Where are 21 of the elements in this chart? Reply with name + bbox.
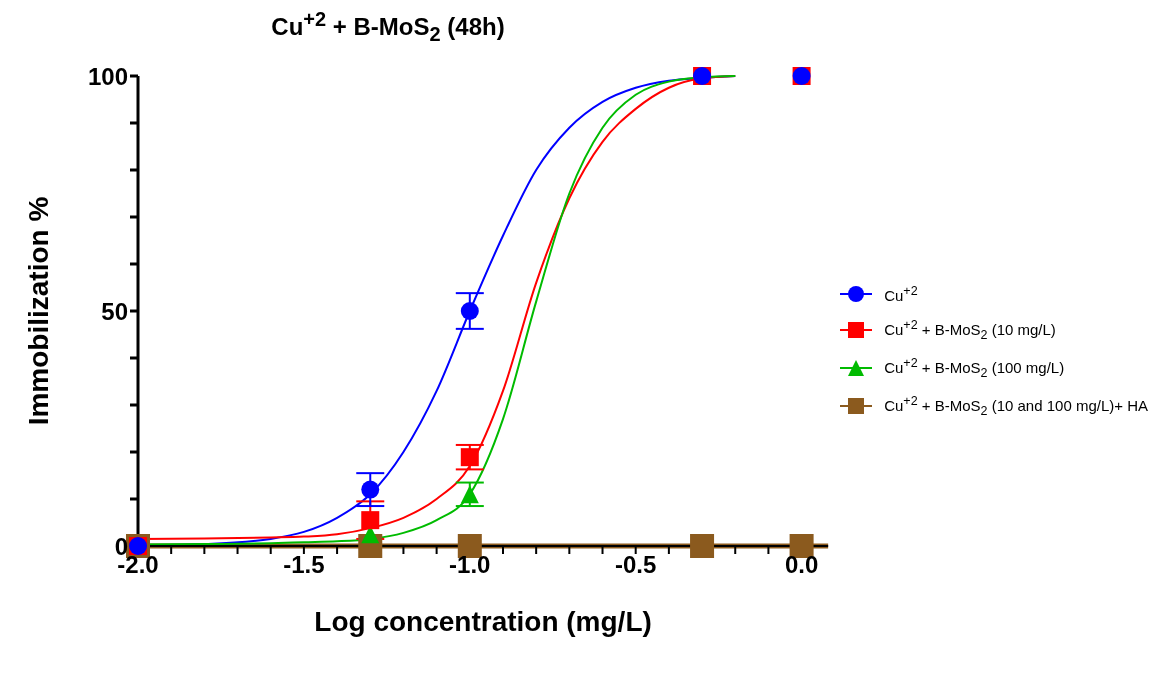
point bbox=[361, 480, 380, 499]
y-axis-title: Immobilization % bbox=[22, 196, 54, 426]
legend-label: Cu$^{+2}$ + B-MoS$_{2}$ (100 mg/L) bbox=[884, 355, 1065, 380]
point bbox=[460, 485, 479, 504]
legend-label: Cu$^{+2}$ bbox=[884, 283, 918, 304]
point bbox=[460, 301, 479, 320]
x-tick-label: 0.0 bbox=[784, 550, 819, 578]
x-tick-label: -1.0 bbox=[449, 550, 491, 578]
legend-label: Cu$^{+2}$ + B-MoS$_{2}$ (10 and 100 mg/L)+ HA bbox=[884, 393, 1148, 418]
point bbox=[789, 533, 814, 558]
x-tick-label: -0.5 bbox=[615, 550, 657, 578]
x-axis-title: Log concentration (mg/L) bbox=[314, 605, 652, 637]
point bbox=[690, 533, 715, 558]
point bbox=[460, 447, 479, 466]
legend-label: Cu$^{+2}$ + B-MoS$_{2}$ (10 mg/L) bbox=[884, 317, 1056, 342]
point bbox=[457, 533, 482, 558]
y-tick-label: 100 bbox=[87, 62, 128, 90]
x-tick-label: -1.5 bbox=[283, 550, 325, 578]
chart-title: Cu$^{+2}$ + B-MoS$_{2}$ (48h) bbox=[270, 8, 506, 46]
y-tick-label: 50 bbox=[101, 297, 128, 325]
point bbox=[361, 510, 380, 529]
